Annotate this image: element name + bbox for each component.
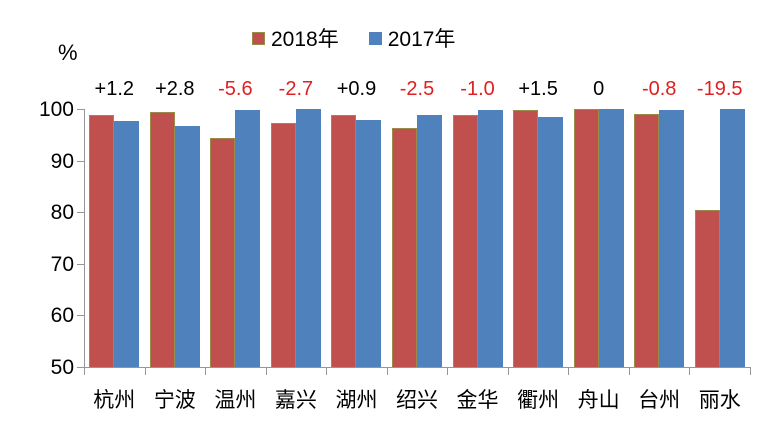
x-axis-tick	[568, 368, 570, 375]
bar-2017	[295, 109, 321, 367]
x-axis-tick	[507, 368, 509, 375]
y-axis-tick	[77, 263, 84, 265]
bar-2017	[477, 109, 503, 367]
y-axis-tick-label: 50	[50, 356, 74, 379]
bar-2017	[598, 109, 624, 367]
x-axis-tick	[689, 368, 691, 375]
legend-item-2017: 2017年	[368, 23, 456, 53]
bar-diff-annotation: -2.7	[278, 78, 314, 100]
legend-swatch-icon	[368, 31, 382, 45]
x-axis-category-label: 嘉兴	[274, 389, 317, 412]
y-axis-tick	[77, 160, 84, 162]
y-axis-tick	[77, 109, 84, 110]
x-axis-line	[84, 367, 751, 368]
bar-2018	[513, 109, 539, 367]
bar-2017	[538, 117, 564, 367]
bar-2018	[392, 127, 417, 367]
x-axis-tick	[386, 368, 388, 375]
bar-diff-annotation: +0.9	[336, 78, 377, 100]
x-axis-tick	[265, 368, 267, 375]
bar-2017	[114, 120, 140, 367]
legend-swatch-icon	[252, 31, 265, 45]
x-axis-tick	[84, 368, 85, 375]
bar-diff-annotation: +1.2	[94, 78, 134, 100]
bar-diff-annotation: +2.8	[155, 78, 195, 100]
y-axis-tick	[77, 315, 84, 317]
y-axis-tick-label: 100	[38, 98, 74, 121]
bar-2018	[331, 115, 357, 367]
x-axis-category-label: 金华	[456, 389, 499, 412]
bar-2017	[719, 109, 745, 367]
x-axis-category-label: 丽水	[698, 389, 741, 412]
y-axis-unit-label: %	[58, 40, 78, 65]
bar-diff-annotation: -2.5	[399, 78, 435, 100]
x-axis-tick	[628, 368, 630, 375]
legend-label: 2018年	[271, 28, 339, 51]
bar-2017	[417, 114, 442, 367]
x-axis-category-label: 宁波	[153, 389, 196, 412]
bar-diff-annotation: -5.6	[218, 78, 253, 100]
x-axis-category-label: 衢州	[517, 389, 560, 412]
bar-2018	[573, 109, 599, 367]
x-axis-category-label: 绍兴	[396, 389, 438, 412]
x-axis-category-label: 湖州	[335, 389, 378, 412]
legend-label: 2017年	[387, 28, 456, 51]
x-axis-category-label: 温州	[214, 389, 257, 412]
bar-2017	[174, 126, 200, 367]
bar-diff-annotation: -19.5	[696, 78, 743, 100]
y-axis-tick-label: 70	[50, 252, 74, 276]
y-axis-tick	[77, 212, 84, 214]
y-axis-tick-label: 80	[50, 201, 74, 225]
bar-diff-annotation: 0	[593, 78, 605, 100]
bar-2017	[659, 109, 685, 367]
y-axis-tick	[77, 367, 84, 368]
bar-2018	[210, 138, 236, 367]
bar-diff-annotation: -0.8	[641, 78, 677, 100]
bar-diff-annotation: -1.0	[460, 78, 495, 100]
bar-2018	[89, 114, 115, 367]
bar-2018	[270, 122, 296, 367]
bar-2018	[634, 113, 660, 367]
y-axis-tick-label: 90	[50, 149, 74, 173]
bar-2018	[452, 114, 478, 367]
bar-diff-annotation: +1.5	[518, 78, 558, 100]
x-axis-tick	[326, 368, 328, 375]
x-axis-category-label: 台州	[638, 389, 681, 412]
bar-2018	[694, 209, 720, 367]
x-axis-category-label: 杭州	[93, 389, 136, 412]
legend-item-2018: 2018年	[252, 23, 339, 53]
bar-2017	[235, 109, 261, 367]
x-axis-tick	[750, 368, 751, 375]
bar-2018	[149, 111, 175, 367]
x-axis-tick	[205, 368, 207, 375]
bar-2017	[356, 119, 382, 367]
y-axis-line	[84, 109, 85, 367]
chart-legend: 2018年 2017年	[252, 23, 455, 53]
y-axis-tick-label: 60	[50, 304, 74, 328]
x-axis-tick	[447, 368, 449, 375]
x-axis-tick	[144, 368, 146, 375]
x-axis-category-label: 舟山	[577, 389, 620, 412]
